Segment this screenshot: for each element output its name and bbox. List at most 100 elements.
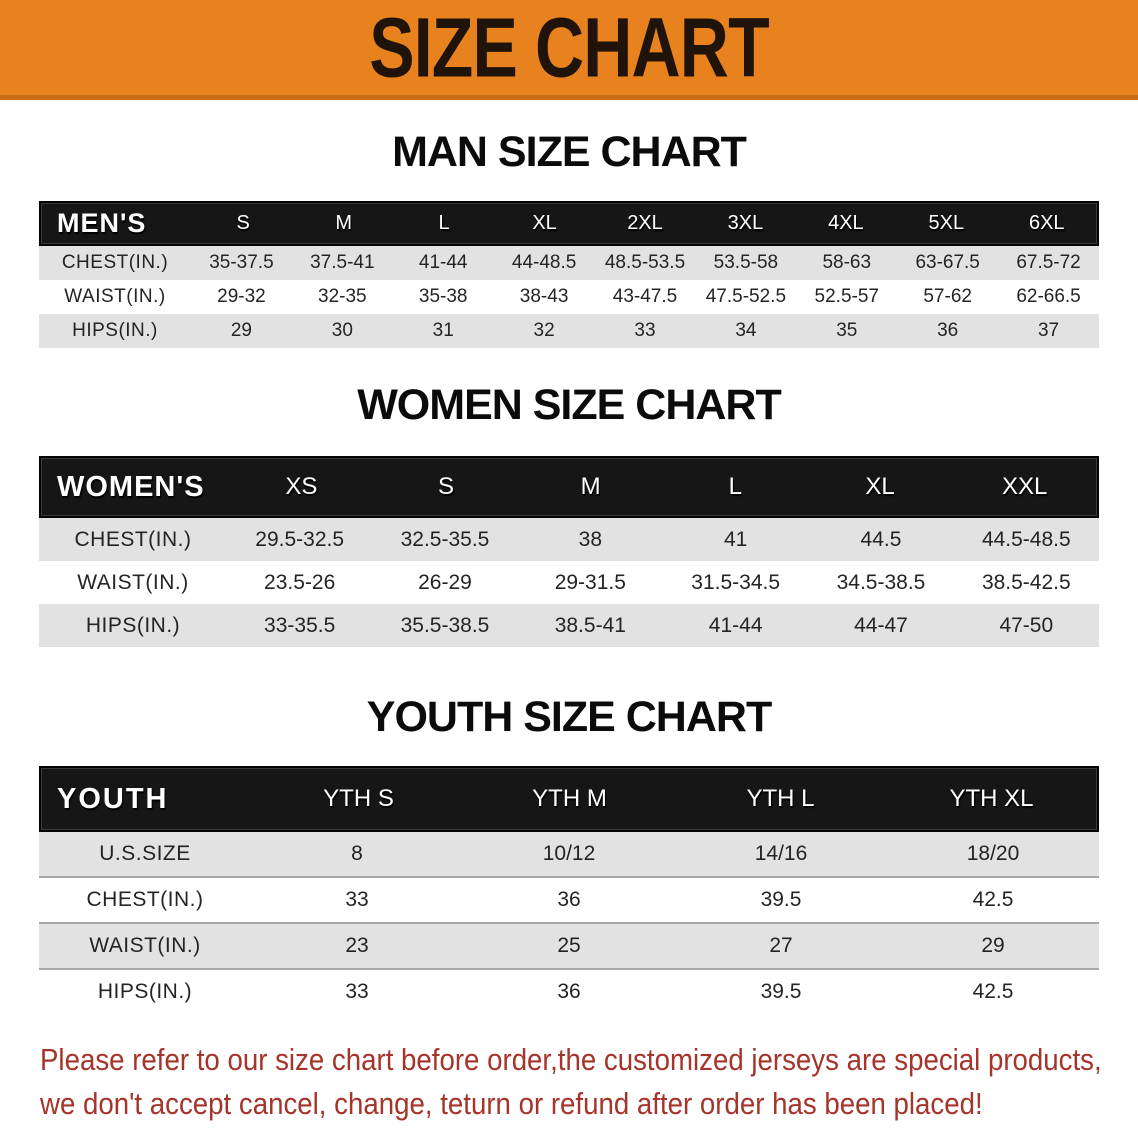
cell: 31 — [432, 320, 454, 341]
cell: 32 — [533, 320, 555, 341]
cell: 29-31.5 — [554, 570, 626, 594]
size-col-header: S — [236, 212, 250, 234]
note-line-2: we don't accept cancel, change, teturn o… — [40, 1082, 1138, 1126]
size-col-header: M — [335, 212, 352, 234]
mens-size-table: MEN'S S M L XL 2XL 3XL 4XL 5XL 6XL CHEST… — [39, 201, 1099, 348]
cell: 33 — [634, 320, 656, 341]
note-line-1-text: Please refer to our size chart before or… — [40, 1042, 1102, 1077]
cell: 23.5-26 — [264, 570, 336, 594]
row-label: CHEST(IN.) — [86, 888, 204, 911]
table-row-chest: CHEST(IN.) 33 36 39.5 42.5 — [39, 876, 1099, 922]
cell: 8 — [351, 842, 363, 865]
cell: 44-48.5 — [511, 252, 577, 273]
cell: 23 — [345, 934, 369, 957]
cell: 35 — [836, 320, 858, 341]
cell: 42.5 — [972, 980, 1014, 1003]
banner-title: SIZE CHART — [369, 0, 769, 94]
cell: 36 — [937, 320, 959, 341]
cell: 25 — [557, 934, 581, 957]
cell: 29 — [230, 320, 252, 341]
size-col-header: XXL — [1001, 473, 1048, 500]
cell: 43-47.5 — [612, 286, 678, 307]
cell: 38 — [578, 527, 602, 551]
table-row-hips: HIPS(IN.) 33-35.5 35.5-38.5 38.5-41 41-4… — [39, 604, 1099, 647]
size-col-header: M — [580, 473, 601, 500]
size-col-header: 2XL — [627, 212, 663, 234]
cell: 36 — [557, 980, 581, 1003]
cell: 48.5-53.5 — [604, 252, 686, 273]
womens-table-header-row: WOMEN'S XS S M L XL XXL — [39, 456, 1099, 518]
cell: 57-62 — [923, 286, 972, 307]
size-col-header: 5XL — [928, 212, 965, 234]
note-line-2-text: we don't accept cancel, change, teturn o… — [40, 1086, 983, 1121]
cell: 41 — [723, 527, 748, 551]
cell: 38-43 — [519, 286, 569, 307]
row-label: U.S.SIZE — [99, 842, 191, 865]
cell: 42.5 — [972, 888, 1014, 911]
size-col-header: 4XL — [828, 212, 864, 234]
man-section-title: MAN SIZE CHART — [392, 128, 747, 176]
cell: 10/12 — [542, 842, 596, 865]
cell: 34 — [735, 320, 757, 341]
table-row-hips: HIPS(IN.) 29 30 31 32 33 34 35 36 37 — [39, 314, 1099, 348]
cell: 38.5-42.5 — [981, 570, 1071, 594]
cell: 33 — [345, 980, 369, 1003]
size-col-header: 6XL — [1028, 212, 1065, 234]
row-label: WAIST(IN.) — [89, 934, 201, 957]
cell: 33 — [345, 888, 369, 911]
size-chart-banner: SIZE CHART — [0, 0, 1138, 100]
cell: 33-35.5 — [264, 613, 336, 637]
cell: 63-67.5 — [915, 252, 980, 273]
cell: 62-66.5 — [1016, 286, 1081, 307]
cell: 35.5-38.5 — [400, 613, 490, 637]
cell: 52.5-57 — [814, 286, 879, 307]
youth-section-title: YOUTH SIZE CHART — [366, 693, 772, 741]
cell: 31.5-34.5 — [691, 570, 781, 594]
cell: 35-37.5 — [209, 252, 274, 273]
table-row-chest: CHEST(IN.) 35-37.5 37.5-41 41-44 44-48.5… — [39, 246, 1099, 280]
cell: 41-44 — [708, 613, 763, 637]
women-section-title: WOMEN SIZE CHART — [357, 381, 782, 429]
cell: 37 — [1037, 320, 1060, 341]
cell: 26-29 — [418, 570, 472, 594]
mens-table-label: MEN'S — [57, 208, 147, 238]
table-row-waist: WAIST(IN.) 29-32 32-35 35-38 38-43 43-47… — [39, 280, 1099, 314]
cell: 32.5-35.5 — [400, 527, 490, 551]
youth-size-table: YOUTH YTH S YTH M YTH L YTH XL U.S.SIZE … — [39, 766, 1099, 1014]
disclaimer-note: Please refer to our size chart before or… — [40, 1038, 1138, 1126]
row-label: WAIST(IN.) — [64, 286, 166, 307]
womens-table-label: WOMEN'S — [57, 470, 205, 503]
row-label: CHEST(IN.) — [74, 527, 192, 551]
cell: 44.5-48.5 — [981, 527, 1071, 551]
cell: 29.5-32.5 — [255, 527, 345, 551]
size-col-header: YTH S — [323, 785, 394, 812]
size-col-header: XS — [285, 473, 318, 500]
size-col-header: L — [728, 473, 742, 500]
row-label: HIPS(IN.) — [72, 320, 158, 341]
cell: 67.5-72 — [1016, 252, 1081, 273]
size-col-header: 3XL — [727, 212, 764, 234]
womens-size-table: WOMEN'S XS S M L XL XXL CHEST(IN.) 29.5-… — [39, 456, 1099, 647]
cell: 30 — [331, 320, 353, 341]
table-row-hips: HIPS(IN.) 33 36 39.5 42.5 — [39, 968, 1099, 1014]
cell: 38.5-41 — [554, 613, 626, 637]
table-row-us-size: U.S.SIZE 8 10/12 14/16 18/20 — [39, 832, 1099, 876]
table-row-waist: WAIST(IN.) 23.5-26 26-29 29-31.5 31.5-34… — [39, 561, 1099, 604]
cell: 37.5-41 — [310, 252, 375, 273]
size-col-header: YTH XL — [949, 785, 1034, 812]
size-col-header: XL — [532, 212, 557, 234]
cell: 14/16 — [754, 842, 808, 865]
cell: 32-35 — [318, 286, 367, 307]
size-col-header: YTH M — [532, 785, 607, 812]
cell: 47.5-52.5 — [705, 286, 787, 307]
cell: 29-32 — [217, 286, 266, 307]
cell: 53.5-58 — [713, 252, 779, 273]
cell: 39.5 — [760, 888, 802, 911]
cell: 39.5 — [760, 980, 802, 1003]
cell: 58-63 — [822, 252, 872, 273]
table-row-waist: WAIST(IN.) 23 25 27 29 — [39, 922, 1099, 968]
size-col-header: YTH L — [746, 785, 815, 812]
cell: 47-50 — [999, 613, 1054, 637]
size-col-header: XL — [865, 473, 895, 500]
table-row-chest: CHEST(IN.) 29.5-32.5 32.5-35.5 38 41 44.… — [39, 518, 1099, 561]
